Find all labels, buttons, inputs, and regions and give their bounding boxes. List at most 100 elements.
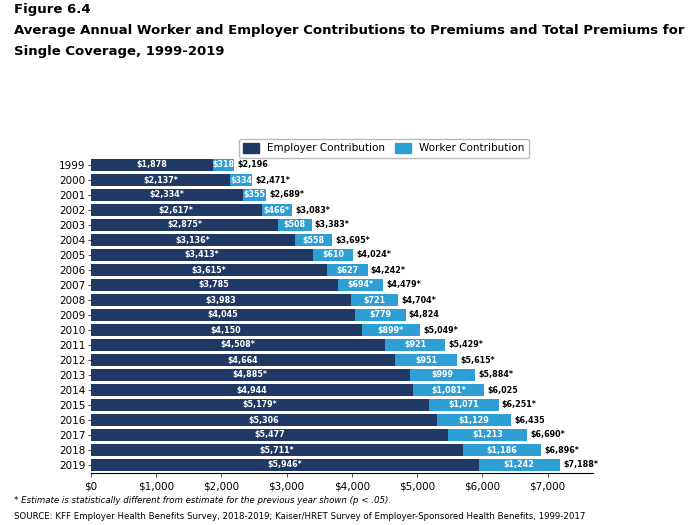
- Bar: [91, 459, 479, 470]
- Text: $899*: $899*: [378, 326, 404, 334]
- Bar: [279, 219, 311, 230]
- Bar: [91, 354, 395, 365]
- Text: $2,334*: $2,334*: [149, 191, 184, 200]
- Text: $6,025: $6,025: [487, 385, 518, 394]
- Text: $1,186: $1,186: [487, 446, 517, 455]
- Text: $4,885*: $4,885*: [232, 371, 267, 380]
- Bar: [437, 414, 511, 426]
- Text: * Estimate is statistically different from estimate for the previous year shown : * Estimate is statistically different fr…: [14, 496, 391, 505]
- Text: $4,024*: $4,024*: [357, 250, 392, 259]
- Text: $610: $610: [322, 250, 344, 259]
- Bar: [410, 370, 475, 381]
- Bar: [327, 265, 368, 276]
- Text: $1,129: $1,129: [459, 415, 489, 425]
- Bar: [91, 370, 410, 381]
- Bar: [429, 400, 498, 411]
- Bar: [313, 249, 353, 260]
- Text: SOURCE: KFF Employer Health Benefits Survey, 2018-2019; Kaiser/HRET Survey of Em: SOURCE: KFF Employer Health Benefits Sur…: [14, 512, 586, 521]
- Text: $3,983: $3,983: [205, 296, 236, 304]
- Text: $3,136*: $3,136*: [176, 236, 211, 245]
- Bar: [91, 324, 362, 335]
- Text: $2,196: $2,196: [237, 161, 268, 170]
- Bar: [355, 309, 406, 321]
- Text: $5,884*: $5,884*: [478, 371, 513, 380]
- Text: $2,617*: $2,617*: [158, 205, 193, 215]
- Text: $2,137*: $2,137*: [143, 175, 178, 184]
- Text: $2,471*: $2,471*: [255, 175, 290, 184]
- Bar: [91, 295, 350, 306]
- Bar: [91, 309, 355, 321]
- Bar: [262, 204, 292, 216]
- Text: $4,045: $4,045: [207, 310, 238, 320]
- Text: $1,242: $1,242: [504, 460, 535, 469]
- Bar: [214, 160, 234, 171]
- Text: $318: $318: [213, 161, 235, 170]
- Bar: [479, 459, 560, 470]
- Bar: [395, 354, 457, 365]
- Bar: [91, 160, 214, 171]
- Text: $5,711*: $5,711*: [260, 446, 295, 455]
- Text: Single Coverage, 1999-2019: Single Coverage, 1999-2019: [14, 45, 225, 58]
- Text: Average Annual Worker and Employer Contributions to Premiums and Total Premiums : Average Annual Worker and Employer Contr…: [14, 24, 685, 37]
- Bar: [91, 219, 279, 230]
- Text: $4,824: $4,824: [409, 310, 440, 320]
- Text: Figure 6.4: Figure 6.4: [14, 3, 91, 16]
- Legend: Employer Contribution, Worker Contribution: Employer Contribution, Worker Contributi…: [239, 139, 529, 158]
- Text: $921: $921: [404, 341, 426, 350]
- Text: $2,875*: $2,875*: [167, 220, 202, 229]
- Bar: [91, 444, 463, 456]
- Text: $334: $334: [230, 175, 252, 184]
- Text: $3,785: $3,785: [199, 280, 230, 289]
- Text: $4,242*: $4,242*: [371, 266, 406, 275]
- Bar: [91, 429, 448, 440]
- Text: $3,083*: $3,083*: [295, 205, 330, 215]
- Bar: [91, 174, 230, 186]
- Text: $558: $558: [302, 236, 325, 245]
- Text: $3,383*: $3,383*: [315, 220, 350, 229]
- Bar: [91, 249, 313, 260]
- Text: $1,213: $1,213: [473, 430, 503, 439]
- Text: $694*: $694*: [348, 280, 373, 289]
- Bar: [91, 190, 243, 201]
- Text: $3,413*: $3,413*: [185, 250, 219, 259]
- Text: $721: $721: [363, 296, 385, 304]
- Bar: [91, 384, 413, 396]
- Text: $4,704*: $4,704*: [401, 296, 436, 304]
- Text: $4,944: $4,944: [237, 385, 267, 394]
- Text: $3,695*: $3,695*: [335, 236, 370, 245]
- Bar: [243, 190, 266, 201]
- Bar: [362, 324, 420, 335]
- Bar: [350, 295, 398, 306]
- Bar: [385, 339, 445, 351]
- Text: $4,150: $4,150: [211, 326, 242, 334]
- Text: $5,615*: $5,615*: [461, 355, 495, 364]
- Text: $5,306: $5,306: [248, 415, 279, 425]
- Bar: [91, 234, 295, 246]
- Bar: [413, 384, 484, 396]
- Text: $3,615*: $3,615*: [191, 266, 226, 275]
- Text: $4,664: $4,664: [228, 355, 258, 364]
- Text: $508: $508: [284, 220, 306, 229]
- Text: $6,435: $6,435: [514, 415, 544, 425]
- Text: $5,179*: $5,179*: [242, 401, 277, 410]
- Bar: [230, 174, 252, 186]
- Bar: [463, 444, 541, 456]
- Text: $2,689*: $2,689*: [269, 191, 304, 200]
- Text: $951: $951: [415, 355, 437, 364]
- Bar: [295, 234, 332, 246]
- Text: $999: $999: [431, 371, 453, 380]
- Text: $4,479*: $4,479*: [386, 280, 421, 289]
- Bar: [91, 204, 262, 216]
- Text: $1,071: $1,071: [448, 401, 479, 410]
- Bar: [338, 279, 383, 291]
- Bar: [91, 414, 437, 426]
- Text: $1,081*: $1,081*: [431, 385, 466, 394]
- Text: $6,896*: $6,896*: [544, 446, 579, 455]
- Text: $5,477: $5,477: [254, 430, 285, 439]
- Text: $6,690*: $6,690*: [530, 430, 565, 439]
- Text: $466*: $466*: [264, 205, 290, 215]
- Text: $355: $355: [244, 191, 266, 200]
- Text: $5,429*: $5,429*: [448, 341, 483, 350]
- Text: $4,508*: $4,508*: [221, 341, 255, 350]
- Bar: [91, 339, 385, 351]
